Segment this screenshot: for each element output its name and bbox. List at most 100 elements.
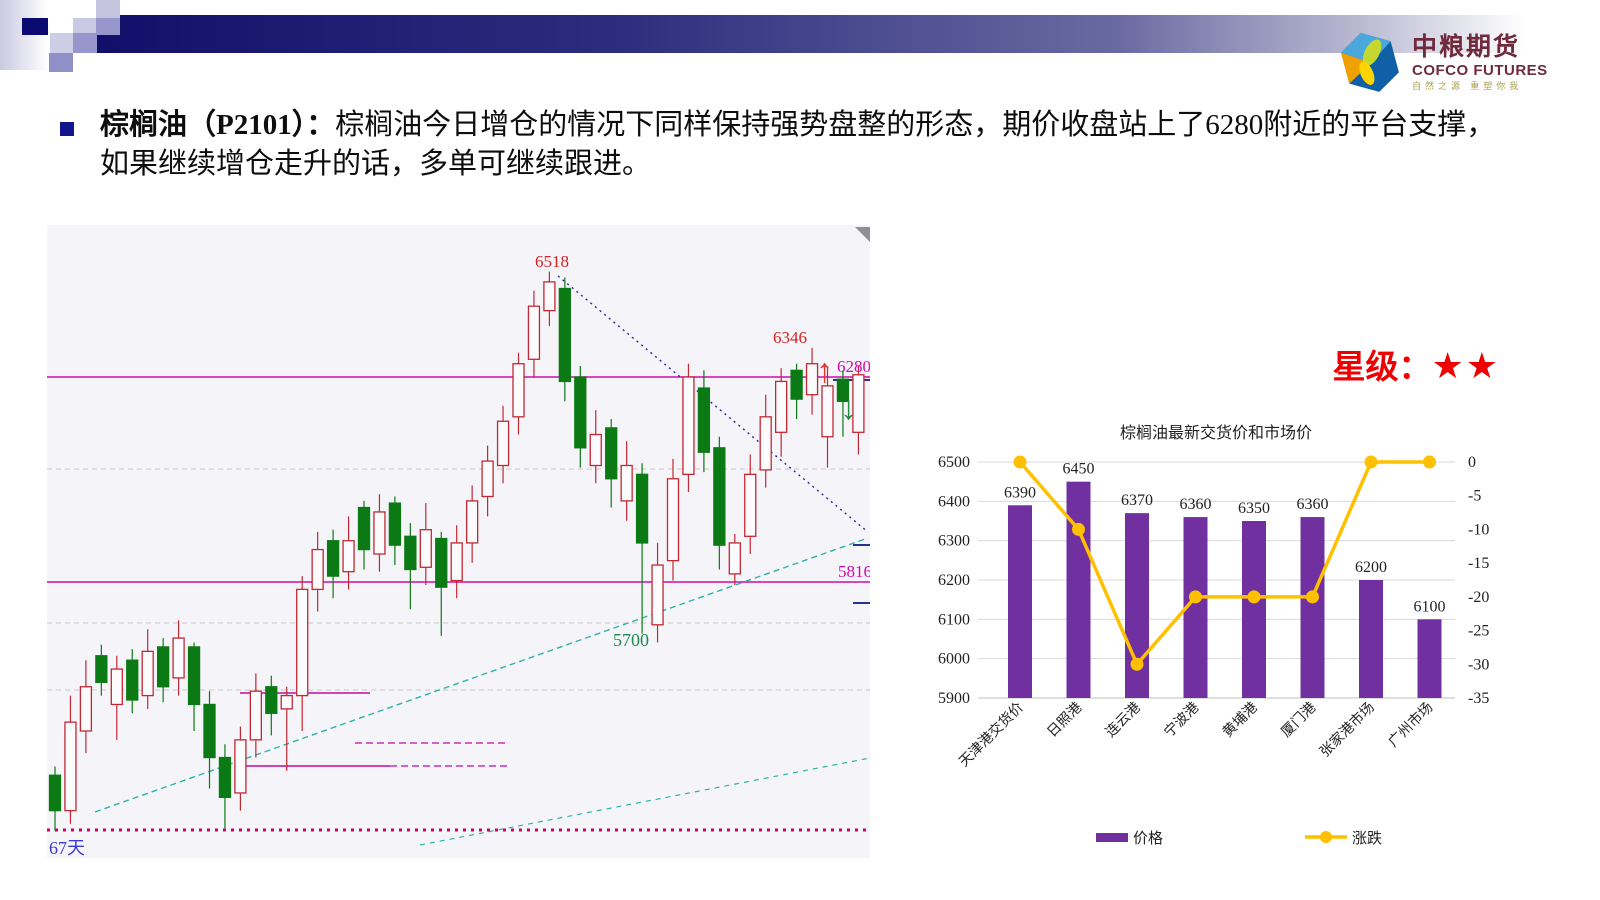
right-axis-tick: -30 bbox=[1468, 656, 1489, 673]
candlestick-chart: 6518 6346 6280 ↑ ↓ 5816 5700 67天 bbox=[47, 225, 872, 858]
candle-body bbox=[48, 774, 62, 812]
candle-body bbox=[589, 433, 602, 467]
line-marker bbox=[1247, 590, 1261, 604]
header-deco-square bbox=[73, 33, 97, 53]
candle-body bbox=[852, 374, 865, 433]
candle-body bbox=[311, 548, 324, 591]
header-deco-square bbox=[96, 18, 120, 35]
left-axis-tick: 6200 bbox=[938, 572, 970, 589]
candle-body bbox=[187, 646, 201, 706]
line-marker bbox=[1013, 455, 1027, 469]
candle-body bbox=[110, 668, 123, 706]
star-rating: 星级：★★ bbox=[1105, 340, 1500, 388]
candle-body bbox=[512, 363, 525, 418]
bar-value-label: 6200 bbox=[1355, 559, 1387, 576]
line-marker bbox=[1130, 657, 1144, 671]
header-deco-square bbox=[49, 53, 73, 72]
candle-body bbox=[775, 380, 788, 433]
line-marker bbox=[1364, 455, 1378, 469]
line-marker bbox=[1423, 455, 1436, 469]
candle-body bbox=[388, 502, 402, 546]
header-deco-square bbox=[0, 0, 48, 70]
candle-body bbox=[744, 473, 757, 537]
star-rating-label: 星级： bbox=[1332, 350, 1432, 386]
candle-body bbox=[465, 500, 479, 544]
left-axis-tick: 5900 bbox=[938, 690, 970, 707]
header-deco-square bbox=[22, 18, 48, 35]
candle-body bbox=[357, 506, 371, 551]
candle-body bbox=[373, 511, 386, 555]
bar-价格 bbox=[1008, 505, 1032, 698]
left-axis-tick: 6300 bbox=[938, 533, 970, 550]
right-axis-tick: 0 bbox=[1468, 454, 1476, 471]
left-axis-tick: 6500 bbox=[938, 454, 970, 471]
bar-价格 bbox=[1066, 481, 1091, 698]
chart-title: 棕榈油最新交货价和市场价 bbox=[1120, 424, 1312, 442]
candle-body bbox=[805, 363, 819, 396]
candle-body bbox=[836, 378, 850, 402]
chart-annotation: 6280 bbox=[837, 357, 870, 376]
chart-annotation: 5816 bbox=[838, 562, 870, 581]
candle-body bbox=[249, 690, 263, 741]
bar-value-label: 6350 bbox=[1238, 500, 1270, 517]
candle-body bbox=[419, 529, 432, 568]
bar-value-label: 6370 bbox=[1121, 492, 1153, 509]
legend-bar-label: 价格 bbox=[1133, 830, 1163, 847]
candle-body bbox=[481, 460, 494, 498]
category-label: 广州市场 bbox=[1385, 699, 1437, 751]
chart-line bbox=[419, 757, 871, 846]
candle-body bbox=[697, 387, 711, 453]
candle-body bbox=[342, 540, 355, 573]
right-axis-tick: -25 bbox=[1468, 623, 1489, 640]
right-axis-tick: -20 bbox=[1468, 589, 1489, 606]
candle-body bbox=[218, 756, 232, 799]
candle-body bbox=[574, 376, 587, 449]
candle-body bbox=[450, 542, 463, 582]
candle-body bbox=[496, 420, 510, 467]
candle-body bbox=[203, 703, 216, 759]
commentary-text: 棕榈油今日增仓的情况下同样保持强势盘整的形态，期价收盘站上了6280附近的平台支… bbox=[100, 109, 1496, 180]
candle-body bbox=[666, 478, 680, 562]
category-label: 连云港 bbox=[1103, 700, 1144, 741]
candle-body bbox=[157, 646, 170, 688]
header-deco-square bbox=[96, 0, 120, 18]
chart-annotation: ↓ bbox=[840, 390, 857, 427]
star-icons: ★★ bbox=[1431, 346, 1500, 387]
candle-body bbox=[265, 686, 278, 714]
candle-body bbox=[543, 281, 556, 312]
legend-line-label: 涨跌 bbox=[1352, 830, 1382, 847]
bar-价格 bbox=[1242, 521, 1266, 698]
candle-body bbox=[79, 686, 93, 732]
candle-body bbox=[728, 542, 741, 575]
candle-body bbox=[682, 376, 695, 475]
legend-bar-swatch bbox=[1096, 833, 1128, 842]
candle-body bbox=[95, 655, 108, 683]
category-label: 天津港交货价 bbox=[955, 699, 1026, 770]
contract-label: 棕榈油（P2101）： bbox=[100, 109, 336, 141]
right-axis-tick: -5 bbox=[1468, 488, 1481, 505]
bullet-square-icon bbox=[60, 122, 74, 136]
right-axis-tick: -35 bbox=[1468, 690, 1489, 707]
commentary-paragraph: 棕榈油（P2101）：棕榈油今日增仓的情况下同样保持强势盘整的形态，期价收盘站上… bbox=[100, 106, 1500, 184]
logo-name-en: COFCO FUTURES bbox=[1412, 62, 1548, 79]
line-marker bbox=[1306, 590, 1319, 604]
left-axis-tick: 6100 bbox=[938, 611, 970, 628]
bar-价格 bbox=[1417, 619, 1442, 698]
cofco-logo: 中粮期货 COFCO FUTURES 自然之源 重塑你我 bbox=[1340, 24, 1570, 102]
bar-value-label: 6360 bbox=[1297, 496, 1329, 513]
candle-body bbox=[651, 564, 664, 626]
left-axis-tick: 6400 bbox=[938, 493, 970, 510]
legend-line-marker bbox=[1320, 831, 1332, 843]
bar-价格 bbox=[1359, 580, 1383, 698]
candle-body bbox=[558, 287, 571, 383]
candlestick-svg: 6518 6346 6280↑↓ 5816 5700 67天 bbox=[47, 227, 872, 858]
bar-value-label: 6100 bbox=[1414, 598, 1446, 615]
line-涨跌 bbox=[1018, 460, 1430, 668]
candle-body bbox=[126, 659, 139, 701]
chart-line bbox=[94, 537, 869, 813]
candle-body bbox=[234, 739, 247, 794]
candle-body bbox=[64, 721, 77, 812]
header-deco-square bbox=[50, 33, 73, 53]
cofco-hexagon-icon bbox=[1341, 33, 1399, 92]
